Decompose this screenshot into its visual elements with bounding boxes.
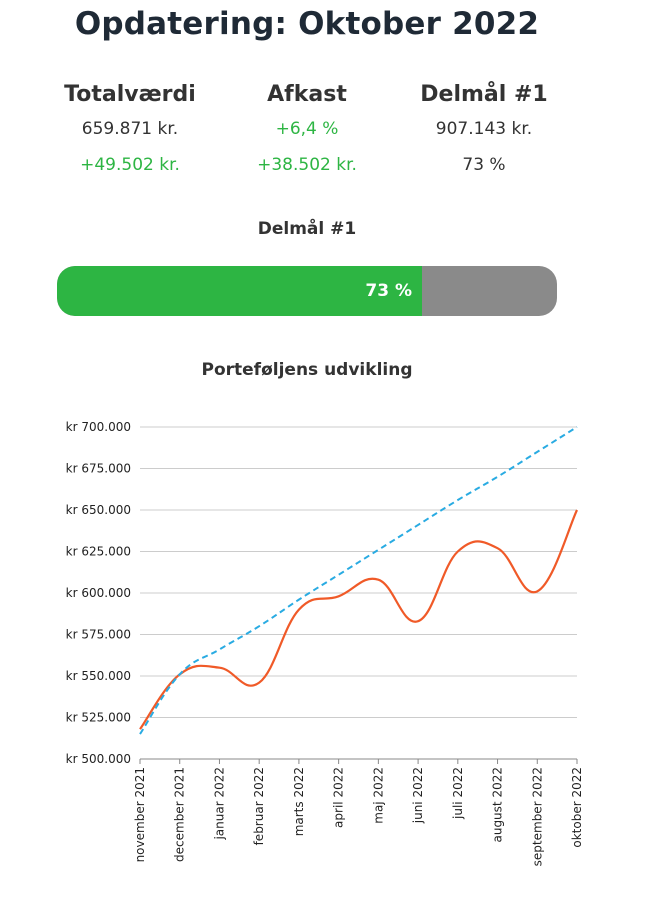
stat-value: +6,4 % <box>275 119 339 139</box>
stat-change: +49.502 kr. <box>80 155 180 175</box>
x-tick-label: april 2022 <box>332 767 346 828</box>
target-series-line <box>139 426 578 735</box>
y-tick-label: kr 600.000 <box>66 586 131 600</box>
x-tick-label: november 2021 <box>133 767 147 862</box>
stat-goal: Delmål #1 907.143 kr. 73 % <box>384 80 584 182</box>
goal-progress-label: 73 % <box>365 281 412 301</box>
x-tick-label: marts 2022 <box>292 767 306 836</box>
progress-title: Delmål #1 <box>257 219 357 239</box>
portfolio-line-chart: kr 500.000 kr 525.000 kr 550.000 kr 575.000… <box>66 420 584 866</box>
x-tick-label: september 2022 <box>530 767 544 866</box>
stat-value: 907.143 kr. <box>435 119 533 139</box>
page-title: Opdatering: Oktober 2022 <box>74 6 540 42</box>
y-tick-label: kr 675.000 <box>66 462 131 476</box>
x-tick-label: maj 2022 <box>371 767 385 824</box>
x-tick-label: januar 2022 <box>212 767 226 841</box>
y-tick-label: kr 525.000 <box>66 711 131 725</box>
stat-total-value: Totalværdi 659.871 kr. +49.502 kr. <box>30 80 230 182</box>
grid-lines <box>140 426 577 760</box>
x-tick-label: februar 2022 <box>252 767 266 845</box>
stat-header: Totalværdi <box>64 82 196 107</box>
stat-change: 73 % <box>462 155 506 175</box>
y-tick-label: kr 500.000 <box>66 752 131 766</box>
x-tick-label: juli 2022 <box>451 767 465 820</box>
stat-value: 659.871 kr. <box>81 119 179 139</box>
x-tick-label: juni 2022 <box>411 767 425 824</box>
y-axis-labels: kr 500.000 kr 525.000 kr 550.000 kr 575.000… <box>66 420 131 766</box>
stat-return: Afkast +6,4 % +38.502 kr. <box>207 80 407 182</box>
stat-header: Afkast <box>267 82 347 107</box>
y-tick-label: kr 650.000 <box>66 503 131 517</box>
x-axis-labels: november 2021 december 2021 januar 2022 feb… <box>133 759 584 866</box>
x-tick-label: august 2022 <box>491 767 505 843</box>
goal-progress-fill: 73 % <box>57 266 422 316</box>
y-tick-label: kr 700.000 <box>66 420 131 434</box>
x-tick-label: oktober 2022 <box>570 767 584 848</box>
chart-series <box>139 426 578 735</box>
chart-title: Porteføljens udvikling <box>201 360 413 380</box>
stat-change: +38.502 kr. <box>257 155 357 175</box>
portfolio-series-line <box>139 509 578 730</box>
goal-progress-bar: 73 % <box>57 266 557 316</box>
y-tick-label: kr 550.000 <box>66 669 131 683</box>
x-tick-label: december 2021 <box>173 767 187 862</box>
y-tick-label: kr 625.000 <box>66 545 131 559</box>
y-tick-label: kr 575.000 <box>66 628 131 642</box>
stat-header: Delmål #1 <box>420 82 548 107</box>
